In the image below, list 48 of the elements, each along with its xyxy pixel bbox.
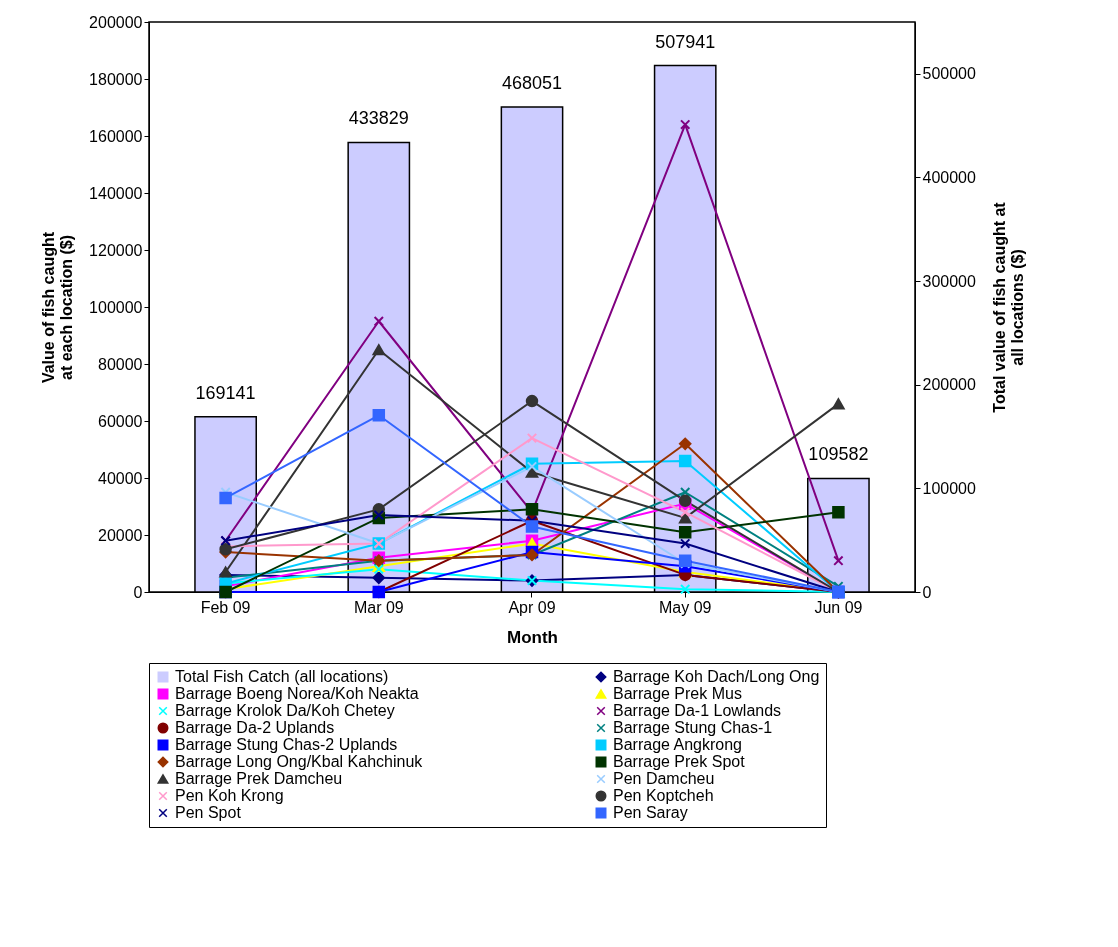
y-tick-label: 180000 bbox=[89, 70, 143, 88]
y-tick-label: 0 bbox=[133, 583, 143, 601]
legend-label: Barrage Boeng Norea/Koh Neakta bbox=[175, 685, 419, 702]
legend-label: Pen Spot bbox=[175, 804, 242, 821]
y-tick-label: 200000 bbox=[89, 13, 143, 31]
legend-label: Total Fish Catch (all locations) bbox=[175, 668, 389, 685]
y-tick-label: 40000 bbox=[98, 469, 143, 487]
legend-label: Pen Koh Krong bbox=[175, 787, 284, 804]
data-label: 507941 bbox=[655, 31, 716, 52]
data-label: 468051 bbox=[501, 72, 563, 93]
legend-label: Barrage Stung Chas-2 Uplands bbox=[175, 736, 398, 753]
y2-tick-label: 200000 bbox=[922, 376, 976, 394]
legend-label: Barrage Long Ong/Kbal Kahchinuk bbox=[175, 753, 424, 770]
y-tick-label: 120000 bbox=[89, 241, 143, 259]
x-tick-label: Mar 09 bbox=[353, 598, 404, 616]
y-tick-label: 60000 bbox=[98, 412, 143, 430]
legend-label: Barrage Prek Spot bbox=[613, 753, 746, 770]
x-tick-label: May 09 bbox=[658, 598, 712, 616]
y2-tick-label: 100000 bbox=[922, 479, 976, 497]
y2-tick-label: 300000 bbox=[922, 272, 976, 290]
legend-label: Barrage Da-2 Uplands bbox=[175, 719, 335, 736]
data-label: 169141 bbox=[195, 382, 256, 403]
data-label: 433829 bbox=[348, 108, 409, 129]
legend-label: Barrage Krolok Da/Koh Chetey bbox=[175, 702, 395, 719]
x-tick-label: Jun 09 bbox=[814, 598, 863, 616]
y-tick-label: 100000 bbox=[89, 298, 143, 316]
y2-tick-label: 0 bbox=[922, 583, 932, 601]
y-tick-label: 140000 bbox=[89, 184, 143, 202]
legend-label: Barrage Stung Chas-1 bbox=[613, 719, 773, 736]
x-axis-title: Month bbox=[507, 627, 558, 647]
legend-label: Barrage Koh Dach/Long Ong bbox=[613, 668, 820, 685]
legend-label: Barrage Prek Damcheu bbox=[175, 770, 343, 787]
y2-tick-label: 500000 bbox=[922, 65, 976, 83]
legend-label: Barrage Da-1 Lowlands bbox=[613, 702, 782, 719]
legend-label: Pen Saray bbox=[613, 804, 688, 821]
y-tick-label: 80000 bbox=[98, 355, 143, 373]
legend-label: Pen Koptcheh bbox=[613, 787, 714, 804]
data-label: 109582 bbox=[808, 444, 869, 465]
legend-label: Barrage Angkrong bbox=[613, 736, 742, 753]
y2-tick-label: 400000 bbox=[922, 168, 976, 186]
x-tick-label: Apr 09 bbox=[508, 598, 556, 616]
legend-label: Barrage Prek Mus bbox=[613, 685, 742, 702]
y2-axis-title: Total value of fish caught at all locations ($) bbox=[990, 201, 1026, 413]
x-tick-label: Feb 09 bbox=[200, 598, 251, 616]
y-tick-label: 20000 bbox=[98, 526, 143, 544]
y-axis-title: Value of fish caught at each location ($) bbox=[40, 231, 76, 384]
legend-label: Pen Damcheu bbox=[613, 770, 715, 787]
y-tick-label: 160000 bbox=[89, 127, 143, 145]
